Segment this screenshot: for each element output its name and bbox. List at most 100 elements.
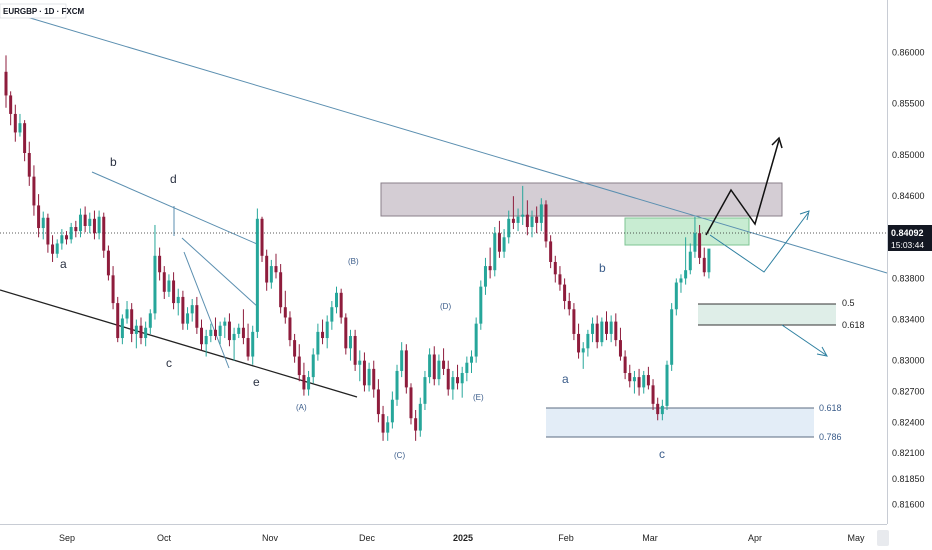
target-zone xyxy=(624,217,750,246)
candle xyxy=(614,313,618,347)
fib-label-0-786: 0.786 xyxy=(819,432,842,442)
candle xyxy=(167,274,171,297)
candle xyxy=(316,323,320,361)
candle xyxy=(493,227,497,277)
candle xyxy=(125,301,129,324)
candle-body xyxy=(344,317,348,349)
candle-body xyxy=(693,233,697,252)
candle-body xyxy=(456,377,460,384)
candle-body xyxy=(32,176,36,206)
candle xyxy=(176,288,180,316)
candle xyxy=(18,113,22,137)
wave-label-b2: b xyxy=(599,261,606,275)
candle xyxy=(679,274,683,293)
candle xyxy=(376,379,380,423)
candle xyxy=(437,354,441,386)
candle xyxy=(707,248,711,279)
candle-body xyxy=(497,233,501,252)
wave-label-d: d xyxy=(170,172,177,186)
candle-body xyxy=(698,233,702,258)
candle xyxy=(367,362,371,392)
candle-body xyxy=(414,418,418,431)
candle-body xyxy=(213,329,217,336)
candle-body xyxy=(335,292,339,308)
candle-body xyxy=(23,123,27,154)
candle-body xyxy=(623,356,627,373)
candle xyxy=(446,360,450,396)
candle-body xyxy=(325,321,329,339)
candle-body xyxy=(618,340,622,357)
candle-body xyxy=(684,270,688,279)
price-tick-label: 0.83400 xyxy=(892,315,925,325)
candle xyxy=(442,348,446,376)
candle-body xyxy=(83,214,87,226)
candle xyxy=(660,399,664,421)
current-price-badge xyxy=(888,225,932,251)
candle xyxy=(414,410,418,441)
candle-body xyxy=(37,205,41,229)
candle-body xyxy=(134,325,138,334)
candle-body xyxy=(41,217,45,229)
candle-body xyxy=(674,282,678,310)
candle xyxy=(628,364,632,388)
time-tick-label: Oct xyxy=(157,533,172,543)
candle-body xyxy=(223,321,227,326)
candle xyxy=(158,247,162,281)
candle-body xyxy=(660,405,664,415)
candle xyxy=(507,210,511,244)
candle xyxy=(553,255,557,283)
candle-body xyxy=(395,370,399,400)
candle-body xyxy=(9,95,13,114)
candle xyxy=(525,200,529,236)
candle xyxy=(144,321,148,347)
candle-body xyxy=(609,321,613,334)
candle xyxy=(530,210,534,238)
candle xyxy=(218,321,222,345)
candle-body xyxy=(162,272,166,292)
axis-settings-button[interactable] xyxy=(877,530,889,546)
candle-body xyxy=(116,303,120,339)
candle xyxy=(400,342,404,378)
candle-body xyxy=(139,325,143,339)
candle-body xyxy=(302,375,306,390)
candle-body xyxy=(586,333,590,349)
candle xyxy=(586,329,590,357)
candle-body xyxy=(60,235,64,244)
wave-label-e: e xyxy=(253,375,260,389)
candle-body xyxy=(69,227,73,240)
candle-body xyxy=(451,377,455,390)
fib-label-0-618-lower: 0.618 xyxy=(819,403,842,413)
candle-body xyxy=(307,377,311,390)
candle-body xyxy=(55,243,59,254)
candle xyxy=(642,370,646,394)
candle xyxy=(521,185,525,225)
candle xyxy=(130,303,134,343)
fib-label-0-618-upper: 0.618 xyxy=(842,320,865,330)
candle xyxy=(470,350,473,373)
candle-body xyxy=(479,286,483,324)
candle-body xyxy=(78,214,82,232)
candle xyxy=(656,397,660,421)
candle-body xyxy=(525,214,529,228)
candle xyxy=(595,315,599,349)
candle xyxy=(302,362,306,396)
time-tick-label: 2025 xyxy=(453,533,473,543)
candle xyxy=(581,342,585,369)
candle xyxy=(665,360,669,411)
candle-body xyxy=(153,255,157,314)
candle-body xyxy=(628,372,632,382)
candle xyxy=(69,222,73,244)
candle xyxy=(544,200,548,248)
candle-body xyxy=(637,377,641,388)
candle xyxy=(134,319,138,349)
candle xyxy=(325,315,329,349)
alternate-projection-path xyxy=(709,212,809,273)
candle-body xyxy=(539,204,543,223)
candle xyxy=(488,247,492,279)
triangle-inner-line xyxy=(181,237,259,308)
candle xyxy=(255,208,259,339)
candle-body xyxy=(265,255,269,283)
candle xyxy=(483,257,487,295)
price-tick-label: 0.82700 xyxy=(892,387,925,397)
